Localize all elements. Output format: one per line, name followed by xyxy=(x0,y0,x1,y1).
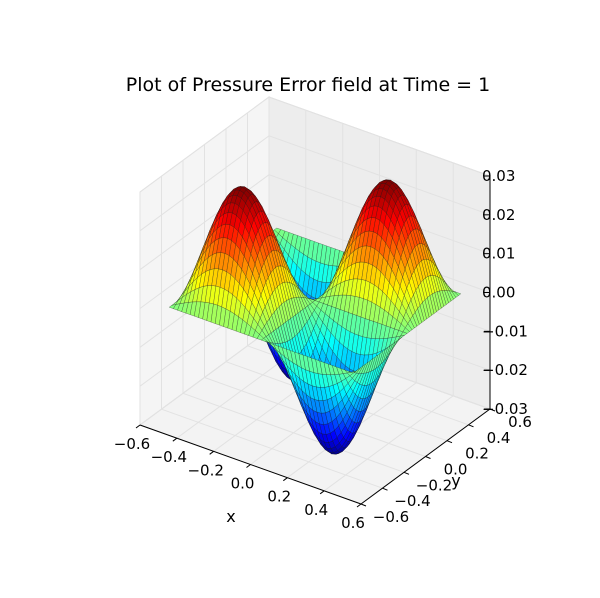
x-tick-mark xyxy=(356,503,362,508)
y-tick-mark xyxy=(403,471,410,475)
y-tick-mark xyxy=(446,440,453,444)
y-tick-mark xyxy=(360,503,367,507)
y-tick-label: 0.6 xyxy=(508,413,532,431)
x-tick-label: −0.2 xyxy=(187,461,223,479)
y-tick-label: −0.2 xyxy=(416,476,452,494)
x-tick-mark xyxy=(209,450,214,455)
y-tick-label: 0.0 xyxy=(444,461,468,479)
x-tick-label: 0.4 xyxy=(304,501,328,519)
x-tick-mark xyxy=(283,477,288,482)
x-tick-label: 0.2 xyxy=(267,488,291,506)
axes-lines xyxy=(135,175,496,508)
z-tick-label: 0.02 xyxy=(482,206,515,224)
y-tick-label: 0.4 xyxy=(487,429,511,447)
y-tick-mark xyxy=(425,456,431,459)
z-tick-label: 0.01 xyxy=(482,245,515,263)
z-tick-label: −0.03 xyxy=(482,400,528,418)
x-tick-mark xyxy=(319,490,325,495)
x-tick-label: −0.6 xyxy=(114,435,150,453)
x-tick-label: −0.4 xyxy=(151,448,187,466)
x-tick-label: 0.6 xyxy=(341,514,365,532)
z-tick-label: −0.01 xyxy=(482,322,528,340)
x-axis-label: x xyxy=(226,507,235,526)
z-tick-label: 0.00 xyxy=(482,284,515,302)
y-tick-mark xyxy=(382,487,388,491)
y-tick-label: −0.6 xyxy=(373,508,409,526)
y-tick-mark xyxy=(468,424,474,428)
y-axis-label: y xyxy=(451,471,460,490)
y-tick-label: −0.4 xyxy=(394,492,430,510)
z-tick-label: −0.02 xyxy=(482,361,528,379)
surface-cell xyxy=(349,371,356,374)
y-tick-mark xyxy=(489,408,496,412)
surface-mesh xyxy=(168,179,462,455)
gridline-z xyxy=(139,96,491,193)
x-tick-mark xyxy=(135,424,141,429)
x-tick-mark xyxy=(172,437,178,442)
chart-title: Plot of Pressure Error field at Time = 1 xyxy=(126,74,490,96)
z-tick-label: 0.03 xyxy=(482,167,515,185)
gridline-z xyxy=(139,135,491,232)
x-tick-mark xyxy=(246,464,251,468)
tick-labels: −0.6−0.4−0.20.00.20.40.6 −0.6−0.4−0.20.00… xyxy=(114,167,532,532)
y-tick-label: 0.2 xyxy=(465,445,489,463)
x-tick-label: 0.0 xyxy=(231,475,255,493)
